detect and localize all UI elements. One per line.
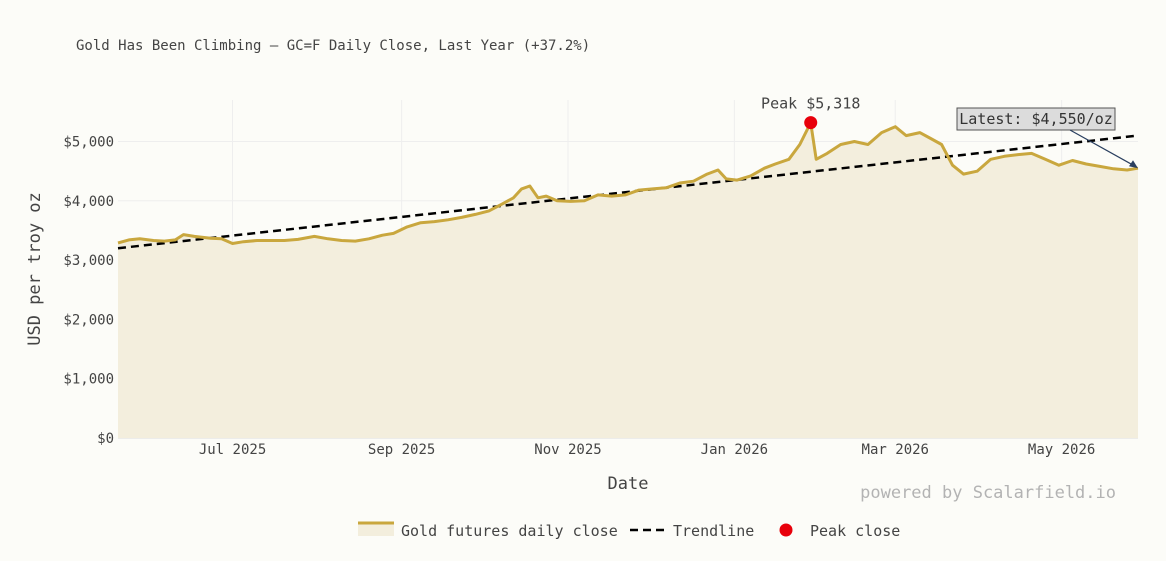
x-tick-label: Mar 2026 [862, 442, 929, 458]
x-tick-label: Sep 2025 [368, 442, 435, 458]
trendline-layer [117, 134, 1139, 250]
watermark: powered by Scalarfield.io [860, 483, 1116, 503]
trendline [117, 134, 1139, 250]
price-line [117, 121, 1139, 245]
x-tick-label: May 2026 [1028, 442, 1095, 458]
y-axis-title: USD per troy oz [25, 192, 45, 346]
legend-swatch-peak [779, 523, 793, 537]
x-tick-label: Jul 2025 [199, 442, 266, 458]
price-area [118, 122, 1138, 438]
legend-item-peak[interactable]: Peak close [779, 522, 901, 540]
legend-swatch-gold-fill [358, 523, 394, 536]
price-line-layer [117, 121, 1139, 245]
y-tick-label: $0 [97, 431, 114, 447]
x-tick-label: Jan 2026 [701, 442, 768, 458]
price-area-layer [118, 122, 1138, 438]
x-axis-title: Date [608, 474, 649, 494]
legend-label-trendline: Trendline [673, 522, 754, 540]
legend-item-gold[interactable]: Gold futures daily close [358, 521, 618, 540]
legend-label-peak: Peak close [810, 522, 900, 540]
peak-marker-layer [804, 116, 818, 130]
x-tick-label: Nov 2025 [534, 442, 601, 458]
latest-annotation-box [956, 107, 1116, 131]
y-tick-label: $4,000 [63, 194, 114, 210]
peak-annotation: Peak $5,318 [761, 95, 860, 113]
y-tick-label: $3,000 [63, 253, 114, 269]
legend-item-trendline[interactable]: Trendline [630, 522, 754, 540]
latest-annotation-arrowhead [1129, 160, 1138, 169]
y-axis-ticks: $0 $1,000 $2,000 $3,000 $4,000 $5,000 [63, 135, 114, 447]
y-tick-label: $1,000 [63, 372, 114, 388]
y-tick-label: $5,000 [63, 135, 114, 151]
legend-label-gold: Gold futures daily close [401, 522, 618, 540]
annotation-layer: Peak $5,318 Latest: $4,550/oz [761, 95, 1138, 169]
peak-marker [804, 116, 818, 130]
y-tick-label: $2,000 [63, 312, 114, 328]
x-axis-ticks: Jul 2025 Sep 2025 Nov 2025 Jan 2026 Mar 2026… [199, 442, 1096, 458]
legend: Gold futures daily close Trendline Peak … [358, 521, 901, 540]
chart-title: Gold Has Been Climbing — GC=F Daily Clos… [76, 38, 590, 54]
latest-annotation-arrow [1069, 129, 1136, 167]
latest-annotation: Latest: $4,550/oz [959, 110, 1113, 128]
